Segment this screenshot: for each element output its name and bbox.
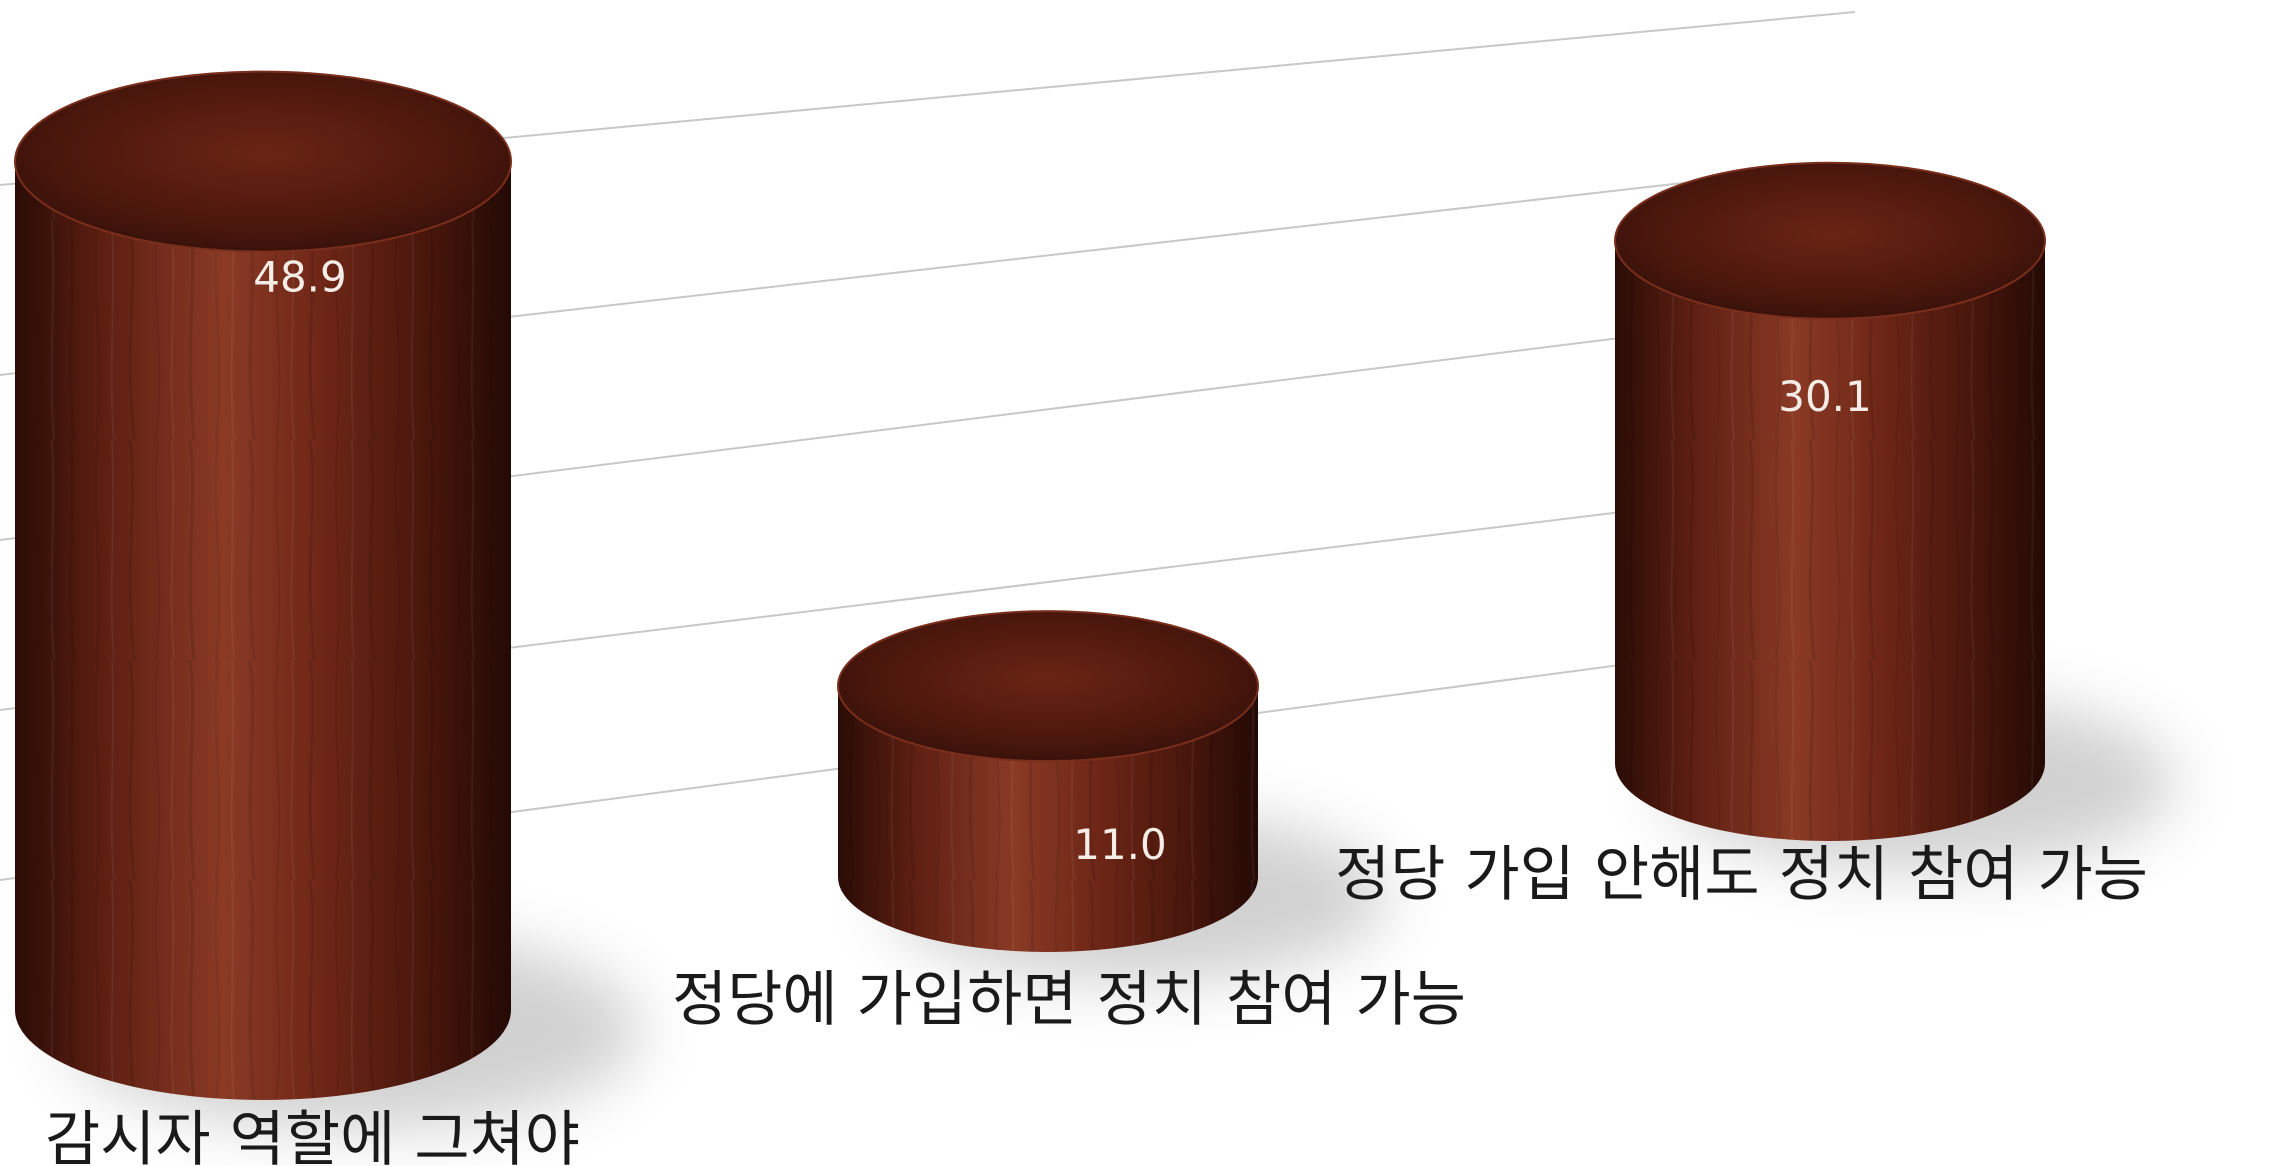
bar-grain bbox=[15, 161, 511, 1100]
bar-grain bbox=[1615, 240, 2045, 841]
category-label: 정당 가입 안해도 정치 참여 가능 bbox=[1335, 840, 2148, 910]
category-label: 정당에 가입하면 정치 참여 가능 bbox=[672, 965, 1466, 1035]
bar-top bbox=[1614, 161, 2046, 320]
bar: 30.1 bbox=[1614, 161, 2046, 841]
bar: 11.0 bbox=[837, 610, 1259, 952]
bar-top bbox=[837, 610, 1259, 763]
category-label: 감시자 역할에 그쳐야 bbox=[45, 1105, 580, 1166]
bar-value-label: 11.0 bbox=[1073, 820, 1167, 869]
category-labels: 감시자 역할에 그쳐야 정당에 가입하면 정치 참여 가능 정당 가입 안해도 정치… bbox=[45, 840, 2148, 1166]
bars: 48.9 11.0 30.1 bbox=[14, 70, 2046, 1100]
bar: 48.9 bbox=[14, 70, 512, 1100]
bar-value-label: 30.1 bbox=[1778, 372, 1872, 421]
bar-top bbox=[14, 70, 512, 253]
bar-value-label: 48.9 bbox=[253, 253, 347, 302]
bar-grain bbox=[838, 686, 1258, 952]
